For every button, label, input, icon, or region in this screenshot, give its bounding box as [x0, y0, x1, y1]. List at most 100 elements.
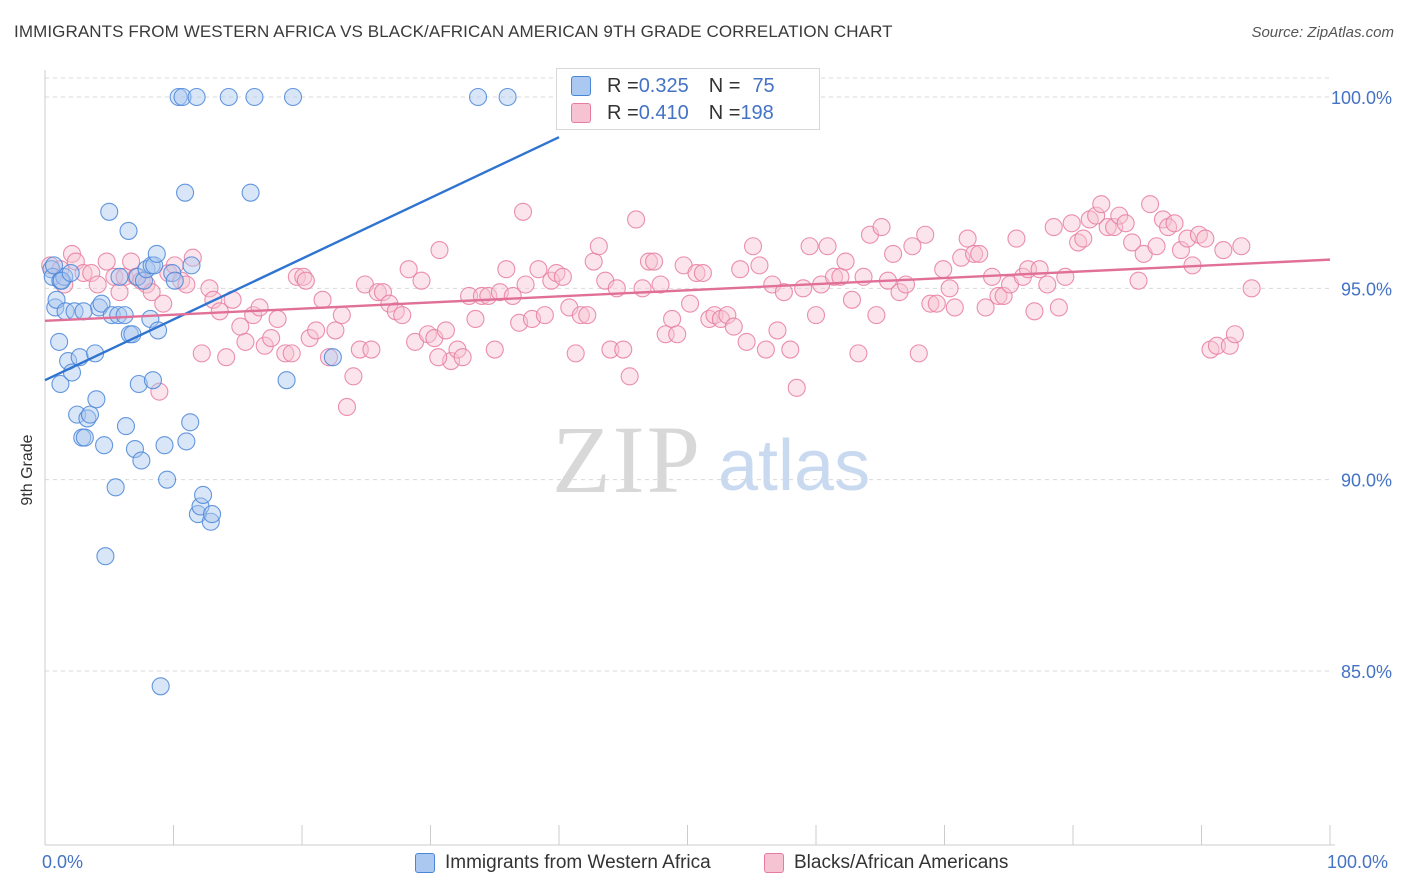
- data-point: [287, 267, 306, 286]
- data-point: [466, 309, 485, 328]
- data-point: [1098, 218, 1117, 237]
- series-blacks-points: [41, 195, 1261, 417]
- legend-n-value: 198: [740, 101, 774, 124]
- data-point: [313, 290, 332, 309]
- data-point: [1074, 229, 1093, 248]
- chart-title: IMMIGRANTS FROM WESTERN AFRICA VS BLACK/…: [14, 22, 893, 41]
- data-point: [194, 485, 213, 505]
- data-point: [182, 256, 201, 275]
- data-point: [319, 348, 339, 367]
- data-point: [884, 244, 903, 263]
- watermark: ZIP atlas: [552, 406, 870, 513]
- data-point: [177, 432, 196, 451]
- source-label: Source: ZipAtlas.com: [1251, 24, 1394, 41]
- trend-line-blacks: [44, 258, 1331, 323]
- data-point: [412, 271, 431, 290]
- data-point: [109, 306, 128, 325]
- data-point: [614, 340, 633, 359]
- data-point: [1232, 237, 1251, 256]
- data-point: [836, 252, 855, 271]
- data-point: [1225, 325, 1244, 344]
- data-point: [143, 371, 162, 390]
- data-point: [800, 237, 819, 256]
- legend-stats: R = 0.325 N = 75 R = 0.410 N = 198: [556, 68, 820, 130]
- axes: [44, 70, 1335, 846]
- data-point: [724, 317, 743, 336]
- data-point: [535, 306, 554, 325]
- legend-series: Immigrants from Western Africa Blacks/Af…: [0, 850, 1406, 880]
- data-point: [965, 244, 984, 263]
- data-point: [129, 374, 148, 394]
- data-point: [934, 260, 953, 279]
- data-point: [255, 336, 274, 355]
- data-point: [122, 252, 141, 271]
- data-point: [970, 244, 989, 263]
- data-point: [250, 298, 269, 317]
- data-point: [344, 367, 363, 386]
- data-point: [241, 183, 260, 202]
- y-tick-label: 90.0%: [1341, 471, 1392, 491]
- data-point: [150, 382, 169, 401]
- legend-n-label: N =: [708, 74, 741, 97]
- data-point: [989, 286, 1008, 306]
- data-point: [818, 237, 837, 256]
- data-point: [119, 221, 138, 240]
- data-point: [1220, 336, 1239, 355]
- data-point: [337, 397, 357, 417]
- data-point: [307, 321, 326, 340]
- x-tick-label-min: 0.0%: [42, 852, 84, 872]
- data-point: [1092, 195, 1111, 214]
- data-point: [362, 340, 381, 359]
- data-point: [787, 378, 806, 397]
- data-point: [262, 329, 281, 348]
- data-point: [578, 306, 597, 325]
- data-point: [497, 260, 516, 279]
- data-point: [553, 267, 572, 286]
- data-point: [183, 248, 202, 267]
- data-point: [116, 417, 136, 436]
- data-point: [97, 252, 116, 271]
- data-point: [503, 286, 522, 306]
- legend-item-western-africa: Immigrants from Western Africa: [415, 852, 711, 874]
- data-point: [61, 263, 80, 283]
- data-point: [867, 306, 886, 325]
- data-point: [80, 405, 100, 424]
- data-point: [794, 279, 813, 298]
- data-point: [872, 218, 891, 237]
- data-point: [296, 271, 315, 290]
- legend-r-label: R =: [607, 101, 639, 124]
- data-point: [651, 275, 670, 294]
- data-point: [151, 677, 170, 696]
- data-point: [498, 87, 517, 107]
- data-point: [693, 263, 712, 283]
- data-point: [958, 229, 977, 248]
- data-point: [399, 260, 418, 279]
- data-point: [192, 344, 211, 363]
- data-point: [1178, 229, 1197, 248]
- data-point: [663, 309, 682, 328]
- data-point: [323, 348, 342, 367]
- data-point: [743, 237, 763, 256]
- data-point: [681, 294, 700, 313]
- trend-lines: [44, 136, 1331, 382]
- data-point: [756, 340, 775, 359]
- data-point: [165, 271, 184, 290]
- data-point: [1044, 218, 1063, 237]
- data-point: [87, 390, 106, 409]
- data-point: [718, 306, 737, 325]
- data-point: [95, 436, 114, 455]
- data-point: [158, 470, 177, 489]
- data-point: [453, 348, 472, 367]
- data-point: [277, 371, 296, 390]
- data-point: [106, 478, 125, 497]
- data-point: [571, 306, 590, 325]
- legend-r-value: 0.410: [638, 101, 689, 124]
- data-point: [1123, 233, 1142, 252]
- data-point: [1105, 218, 1124, 237]
- data-point: [173, 87, 192, 107]
- data-point: [731, 260, 750, 279]
- data-point: [909, 344, 928, 363]
- legend-item-blacks: Blacks/African Americans: [764, 852, 1008, 874]
- data-point: [177, 275, 196, 294]
